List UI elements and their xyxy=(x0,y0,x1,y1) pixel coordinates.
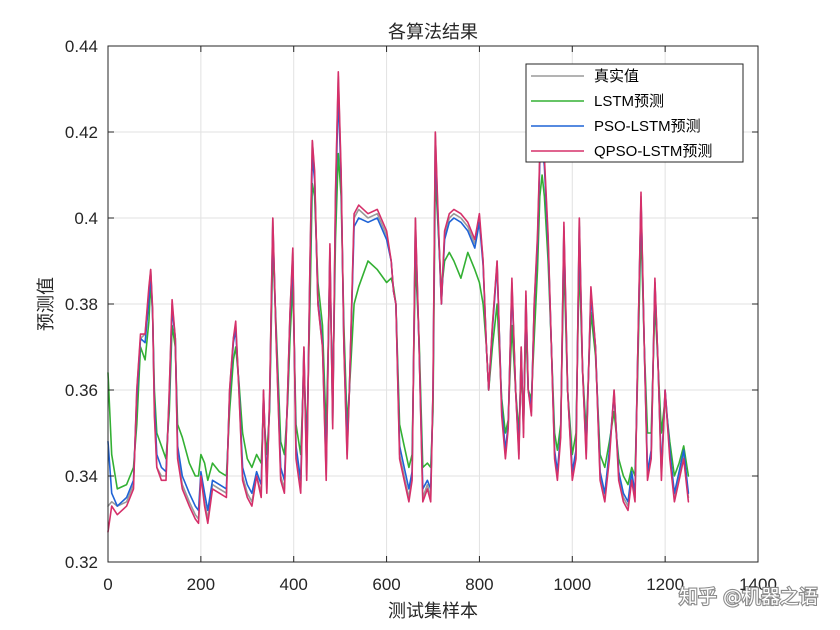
legend: 真实值 LSTM预测 PSO-LSTM预测 QPSO-LSTM预测 xyxy=(525,63,744,163)
y-tick-label: 0.32 xyxy=(65,553,98,572)
x-tick-label: 600 xyxy=(372,575,400,594)
y-tick-label: 0.38 xyxy=(65,295,98,314)
chart-title: 各算法结果 xyxy=(388,22,478,43)
x-tick-label: 200 xyxy=(187,575,215,594)
legend-label-pso: PSO-LSTM预测 xyxy=(594,118,701,135)
y-tick-label: 0.34 xyxy=(65,467,98,486)
axis-ticks: 0 200 400 600 800 1000 1200 1400 0.32 0.34 0.36 0.3… xyxy=(65,37,777,594)
legend-label-truth: 真实值 xyxy=(594,67,639,85)
x-tick-label: 1000 xyxy=(553,575,591,594)
y-tick-label: 0.4 xyxy=(74,209,98,228)
qpso-series-line xyxy=(107,71,690,533)
x-tick-label: 400 xyxy=(280,575,308,594)
legend-label-lstm: LSTM预测 xyxy=(594,93,664,110)
y-axis-label: 预测值 xyxy=(36,277,57,331)
y-tick-label: 0.44 xyxy=(65,37,98,56)
x-axis-label: 测试集样本 xyxy=(388,601,478,622)
x-tick-label: 0 xyxy=(103,575,112,594)
x-tick-label: 1200 xyxy=(646,575,684,594)
legend-label-qpso: QPSO-LSTM预测 xyxy=(594,143,712,160)
y-tick-label: 0.36 xyxy=(65,381,98,400)
x-tick-label: 800 xyxy=(465,575,493,594)
x-tick-label: 1400 xyxy=(739,575,777,594)
y-tick-label: 0.42 xyxy=(65,123,98,142)
series-lines xyxy=(107,71,690,533)
legend-box xyxy=(525,63,744,163)
watermark: 知乎 @机器之语 xyxy=(679,586,818,608)
